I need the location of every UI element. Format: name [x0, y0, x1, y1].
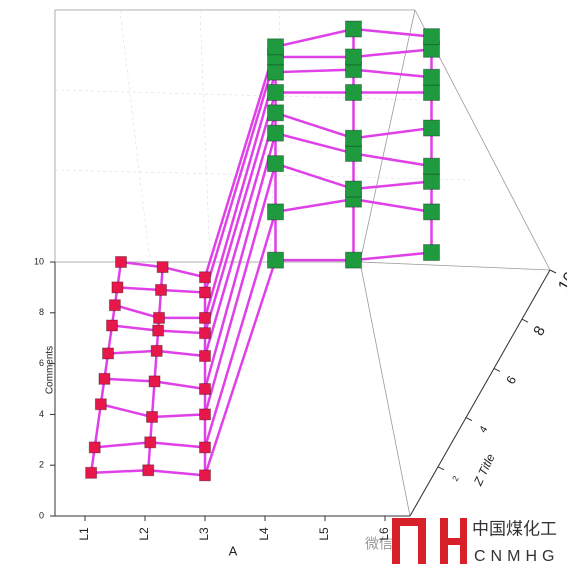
cube-marker [345, 180, 362, 198]
cube-marker [142, 464, 155, 477]
column-line [150, 381, 156, 418]
row-line [107, 111, 432, 358]
y-tick-label: 10 [34, 256, 44, 266]
cube-marker [199, 469, 211, 482]
x-tick-label: L6 [377, 527, 391, 541]
watermark-text: 微信 [365, 536, 393, 552]
lines [89, 27, 433, 477]
cube-marker [199, 311, 211, 324]
column-line [93, 404, 103, 448]
cube-marker [85, 466, 98, 479]
z-tick [465, 417, 473, 422]
y-tick-label: 8 [39, 307, 44, 317]
row-line [120, 27, 432, 279]
cube-marker [423, 84, 440, 101]
x-tick-label: L2 [137, 527, 151, 541]
cube-marker [108, 299, 121, 312]
cube-marker [423, 203, 440, 221]
cube-marker [155, 283, 168, 296]
y-axis-label: Comments [45, 346, 56, 394]
cube-marker [199, 383, 211, 395]
x-tick-label: L4 [257, 527, 271, 541]
z-tick-label: 8 [531, 324, 549, 339]
logo [392, 518, 467, 564]
z-tick-label: 6 [504, 374, 520, 387]
cube-marker [267, 63, 284, 81]
x-tick-label: L5 [317, 527, 331, 541]
z-tick [437, 466, 445, 471]
row-line [111, 91, 432, 335]
cube-marker [345, 144, 362, 162]
cube-marker [88, 441, 101, 454]
cube-marker [199, 349, 211, 362]
watermark-company: 中国煤化工 [472, 519, 557, 538]
watermark-code: CNMHG [474, 548, 559, 565]
x-tick-label: L1 [77, 527, 91, 541]
cube-marker [423, 68, 440, 86]
z-tick [549, 269, 557, 274]
cube-marker [102, 347, 115, 360]
cube-marker [423, 244, 440, 262]
cube-marker [111, 281, 124, 294]
y-tick-label: 0 [39, 510, 44, 520]
cube-marker [115, 256, 127, 268]
cube-marker [423, 172, 440, 190]
z-tick [521, 318, 529, 323]
y-tick-label: 6 [39, 358, 44, 368]
cube-marker [106, 319, 118, 332]
cube-marker [267, 155, 284, 173]
z-tick-label: 2 [451, 474, 461, 483]
x-axis-label: A [229, 543, 238, 558]
cube-marker [199, 271, 211, 284]
cube-marker [423, 28, 440, 46]
cube-marker [156, 261, 169, 274]
y-tick-label: 2 [39, 460, 44, 470]
cube-marker [345, 84, 362, 101]
row-line [117, 48, 432, 294]
cube-marker [345, 48, 362, 66]
row-line [100, 162, 432, 419]
cube-marker [94, 398, 107, 411]
row-line [104, 131, 432, 391]
cube-marker [150, 344, 163, 357]
cube-marker [267, 203, 284, 221]
cube-marker [267, 38, 284, 56]
cube-marker [267, 104, 284, 122]
cube-marker [199, 327, 211, 340]
cube-marker [199, 441, 211, 454]
cube-marker [146, 410, 159, 423]
row-line [91, 251, 432, 477]
cube-marker [144, 436, 157, 449]
row-line [94, 197, 432, 449]
z-axis-label: Z Title [470, 451, 497, 488]
z-tick-label: 4 [478, 424, 491, 435]
cube-marker [267, 251, 284, 269]
cube-marker [199, 286, 211, 299]
cube-marker [199, 408, 211, 421]
cube-marker [152, 324, 165, 337]
cube-marker [153, 311, 166, 324]
cube-marker [267, 84, 284, 101]
cube-marker [423, 119, 440, 137]
y-tick-label: 4 [39, 409, 44, 419]
cube-marker [148, 375, 161, 388]
z-axis [409, 269, 551, 517]
cube-marker [98, 372, 111, 385]
markers [85, 20, 440, 482]
cube-marker [345, 20, 362, 38]
cube-marker [423, 157, 440, 175]
cube-marker [345, 129, 362, 147]
z-tick-label: 10 [554, 269, 567, 295]
z-tick [493, 367, 501, 372]
row-line [114, 68, 432, 320]
cube-marker [345, 251, 362, 269]
x-tick-label: L3 [197, 527, 211, 541]
cube-marker [267, 124, 284, 142]
